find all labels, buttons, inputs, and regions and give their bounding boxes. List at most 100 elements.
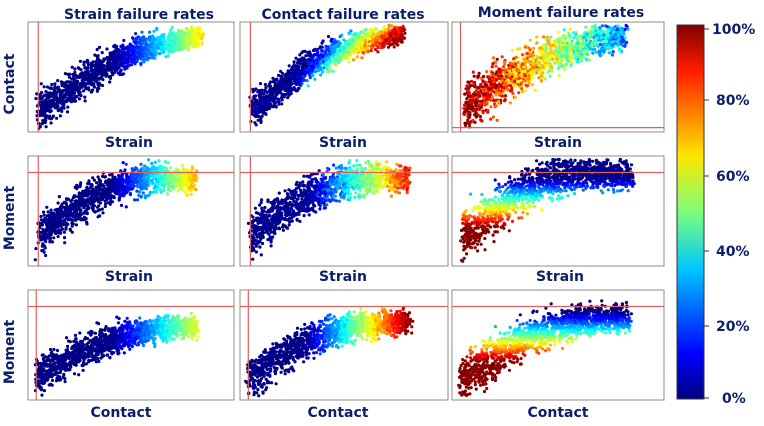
scatter-point <box>464 101 467 104</box>
scatter-point <box>121 44 124 47</box>
scatter-point <box>173 35 176 38</box>
scatter-point <box>557 38 560 41</box>
scatter-point <box>530 74 533 77</box>
scatter-point <box>66 110 69 113</box>
scatter-point <box>52 236 55 239</box>
scatter-point <box>326 70 329 73</box>
scatter-point <box>486 109 489 112</box>
scatter-point <box>255 123 258 126</box>
scatter-point <box>336 50 339 53</box>
scatter-point <box>302 50 305 53</box>
scatter-point <box>557 30 560 33</box>
scatter-point <box>83 96 86 99</box>
scatter-point <box>257 119 260 122</box>
scatter-point <box>264 83 267 86</box>
scatter-point <box>50 121 53 124</box>
scatter-point <box>491 77 494 80</box>
scatter-point <box>180 32 183 35</box>
scatter-point <box>98 82 101 85</box>
scatter-point <box>473 75 476 78</box>
scatter-point <box>507 88 510 91</box>
scatter-point <box>84 82 87 85</box>
scatter-point <box>353 47 356 50</box>
scatter-point <box>477 75 480 78</box>
scatter-point <box>512 60 515 63</box>
scatter-point <box>477 86 480 89</box>
scatter-point <box>400 40 403 43</box>
scatter-point <box>546 64 549 67</box>
scatter-point <box>500 75 503 78</box>
scatter-point <box>113 57 116 60</box>
scatter-point <box>161 48 164 51</box>
scatter-point <box>93 54 96 57</box>
scatter-point <box>623 45 626 48</box>
scatter-point <box>278 91 281 94</box>
scatter-point <box>525 59 528 62</box>
scatter-point <box>616 28 619 31</box>
scatter-point <box>136 53 139 56</box>
scatter-point <box>598 26 601 29</box>
scatter-point <box>523 55 526 58</box>
scatter-point <box>312 66 315 69</box>
scatter-point <box>481 100 484 103</box>
scatter-point <box>494 65 497 68</box>
scatter-point <box>142 38 145 41</box>
scatter-point <box>299 62 302 65</box>
scatter-point <box>122 72 125 75</box>
scatter-point <box>529 65 532 68</box>
scatter-point <box>73 90 76 93</box>
scatter-point <box>193 38 196 41</box>
scatter-point <box>122 161 125 164</box>
scatter-point <box>548 58 551 61</box>
scatter-point <box>71 66 74 69</box>
scatter-point <box>574 56 577 59</box>
scatter-point <box>349 38 352 41</box>
scatter-point <box>189 33 192 36</box>
scatter-point <box>568 56 571 59</box>
scatter-point <box>397 30 400 33</box>
scatter-point <box>627 28 630 31</box>
scatter-point <box>589 47 592 50</box>
scatter-point <box>359 49 362 52</box>
scatter-point <box>497 100 500 103</box>
scatter-point <box>75 83 78 86</box>
scatter-point <box>570 43 573 46</box>
scatter-point <box>145 38 148 41</box>
scatter-point <box>331 43 334 46</box>
scatter-point <box>338 41 341 44</box>
scatter-point <box>195 27 198 30</box>
scatter-point <box>73 79 76 82</box>
scatter-point <box>611 53 614 56</box>
scatter-point <box>568 41 571 44</box>
scatter-point <box>298 53 301 56</box>
scatter-point <box>333 50 336 53</box>
scatter-point <box>87 76 90 79</box>
scatter-point <box>173 39 176 42</box>
scatter-point <box>186 29 189 32</box>
scatter-point <box>474 93 477 96</box>
scatter-point <box>502 65 505 68</box>
scatter-point <box>597 30 600 33</box>
scatter-point <box>328 66 331 69</box>
scatter-point <box>315 68 318 71</box>
scatter-point <box>378 32 381 35</box>
scatter-point <box>139 62 142 65</box>
scatter-point <box>120 62 123 65</box>
panel-r1c2 <box>240 22 448 132</box>
scatter-point <box>624 28 627 31</box>
scatter-point <box>470 97 473 100</box>
scatter-point <box>256 110 259 113</box>
scatter-point <box>97 54 100 57</box>
scatter-point <box>108 60 111 63</box>
scatter-point <box>181 164 184 167</box>
scatter-point <box>478 91 481 94</box>
scatter-point <box>467 94 470 97</box>
scatter-point <box>477 105 480 108</box>
scatter-point <box>178 48 181 51</box>
scatter-point <box>381 35 384 38</box>
scatter-point <box>78 97 81 100</box>
scatter-point <box>154 41 157 44</box>
scatter-point <box>162 38 165 41</box>
scatter-point <box>528 81 531 84</box>
scatter-point <box>297 87 300 90</box>
